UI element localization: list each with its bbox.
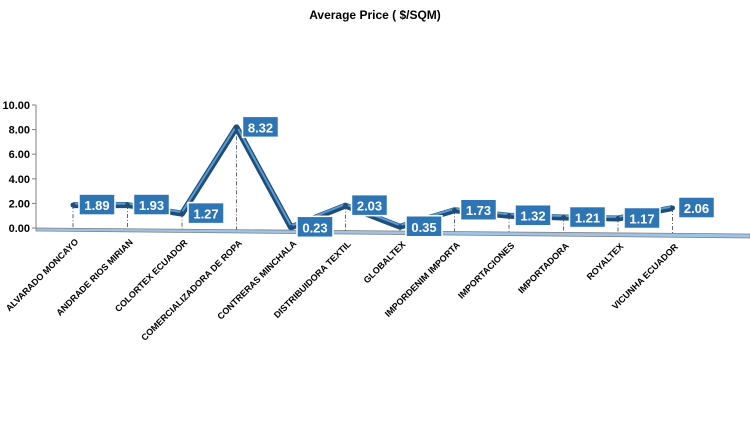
plot-floor bbox=[35, 227, 750, 239]
data-label: 0.23 bbox=[296, 215, 334, 239]
data-label-text: 1.73 bbox=[466, 203, 491, 218]
data-label-text: 1.89 bbox=[84, 198, 109, 213]
data-label: 8.32 bbox=[241, 115, 280, 139]
x-tick-label: GLOBALTEX bbox=[362, 239, 408, 285]
y-tick-label: 6.00 bbox=[9, 149, 30, 161]
data-label: 1.32 bbox=[514, 203, 552, 227]
data-label: 1.21 bbox=[568, 205, 607, 229]
data-point bbox=[506, 213, 512, 219]
data-label: 2.06 bbox=[677, 196, 716, 219]
y-tick-label: 0.00 bbox=[9, 223, 30, 235]
x-tick-label: ROYALTEX bbox=[585, 241, 626, 282]
data-label-box bbox=[241, 115, 280, 139]
data-label-text: 1.27 bbox=[193, 207, 218, 222]
data-label: 0.35 bbox=[405, 215, 443, 238]
data-label-box bbox=[405, 215, 443, 238]
data-label-text: 1.93 bbox=[139, 198, 164, 213]
data-label-text: 0.35 bbox=[411, 220, 436, 235]
x-tick-label: IMPORTADORA bbox=[516, 240, 571, 295]
data-point bbox=[397, 224, 403, 230]
data-point bbox=[561, 215, 566, 221]
data-label-text: 1.21 bbox=[575, 211, 600, 226]
data-label-text: 8.32 bbox=[248, 120, 273, 135]
data-label: 1.73 bbox=[459, 198, 498, 221]
data-point bbox=[179, 211, 185, 217]
y-tick-label: 8.00 bbox=[9, 125, 30, 137]
y-tick-label: 4.00 bbox=[9, 174, 30, 186]
data-label-box bbox=[296, 215, 334, 239]
x-tick-label: IMPORTACIONES bbox=[456, 240, 516, 300]
data-label-text: 0.23 bbox=[302, 220, 327, 235]
data-point bbox=[615, 215, 621, 221]
data-label-box bbox=[623, 206, 661, 230]
y-axis: 0.00 2.00 4.00 6.00 8.00 10.00 bbox=[2, 100, 37, 235]
data-label-box bbox=[132, 193, 171, 216]
data-label-box bbox=[568, 205, 607, 229]
data-label: 1.27 bbox=[187, 201, 225, 225]
data-point bbox=[452, 207, 457, 213]
data-label: 1.17 bbox=[623, 206, 661, 230]
y-tick-label: 2.00 bbox=[9, 198, 30, 210]
data-label-text: 2.03 bbox=[357, 199, 382, 214]
data-point bbox=[288, 224, 294, 230]
chart-title: Average Price ( $/SQM) bbox=[309, 8, 441, 22]
floor-plane bbox=[35, 227, 750, 239]
data-label-box bbox=[514, 203, 552, 227]
data-point bbox=[70, 202, 76, 208]
data-labels: 1.89 1.93 1.27 8.32 0.23 2.03 0.35 1.73 1.32 1.21… bbox=[78, 115, 716, 239]
data-point bbox=[343, 203, 348, 209]
data-point bbox=[125, 202, 130, 208]
x-tick-label: COMERCIALIZADORA DE ROPA bbox=[139, 238, 244, 343]
data-point bbox=[234, 124, 239, 130]
data-label-box bbox=[677, 196, 716, 219]
data-label-text: 1.32 bbox=[520, 209, 545, 224]
data-label-text: 2.06 bbox=[684, 201, 709, 216]
data-point bbox=[670, 205, 675, 211]
data-label: 1.89 bbox=[78, 193, 116, 216]
data-label-text: 1.17 bbox=[629, 211, 654, 226]
y-tick-label: 10.00 bbox=[2, 100, 30, 112]
data-label: 2.03 bbox=[350, 193, 389, 217]
data-label-box bbox=[187, 201, 225, 225]
data-label-box bbox=[459, 198, 498, 221]
data-label: 1.93 bbox=[132, 193, 171, 216]
data-label-box bbox=[350, 193, 389, 217]
data-label-box bbox=[78, 193, 116, 216]
